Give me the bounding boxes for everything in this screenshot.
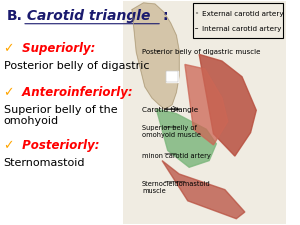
- Text: Superior belly of
omohyoid muscle: Superior belly of omohyoid muscle: [142, 125, 201, 138]
- Text: :: :: [162, 9, 167, 22]
- Text: B.: B.: [6, 9, 22, 22]
- Polygon shape: [199, 54, 256, 156]
- Text: Posteriorly:: Posteriorly:: [18, 139, 99, 152]
- Text: Posterior belly of digastric muscle: Posterior belly of digastric muscle: [142, 49, 260, 55]
- Text: Internal carotid artery: Internal carotid artery: [202, 26, 281, 32]
- Text: External carotid artery: External carotid artery: [202, 11, 284, 17]
- Text: Sternocleidomastoid
muscle: Sternocleidomastoid muscle: [142, 181, 211, 194]
- Text: Superior belly of the
omohyoid: Superior belly of the omohyoid: [4, 105, 117, 126]
- Text: Sternomastoid: Sternomastoid: [4, 158, 85, 168]
- Polygon shape: [156, 109, 216, 167]
- Polygon shape: [132, 3, 179, 109]
- Polygon shape: [166, 71, 178, 82]
- Text: ✓: ✓: [4, 139, 14, 152]
- Text: Posterior belly of digastric: Posterior belly of digastric: [4, 61, 149, 71]
- Text: minon carotid artery: minon carotid artery: [142, 153, 211, 159]
- FancyBboxPatch shape: [124, 1, 286, 224]
- Text: Carotid triangle: Carotid triangle: [142, 107, 198, 113]
- Text: ✓: ✓: [4, 42, 14, 55]
- Text: Anteroinferiorly:: Anteroinferiorly:: [18, 86, 133, 99]
- Polygon shape: [162, 161, 245, 219]
- Text: Superiorly:: Superiorly:: [18, 42, 95, 55]
- Text: Carotid triangle: Carotid triangle: [22, 9, 151, 22]
- Polygon shape: [185, 64, 228, 145]
- Text: ✓: ✓: [4, 86, 14, 99]
